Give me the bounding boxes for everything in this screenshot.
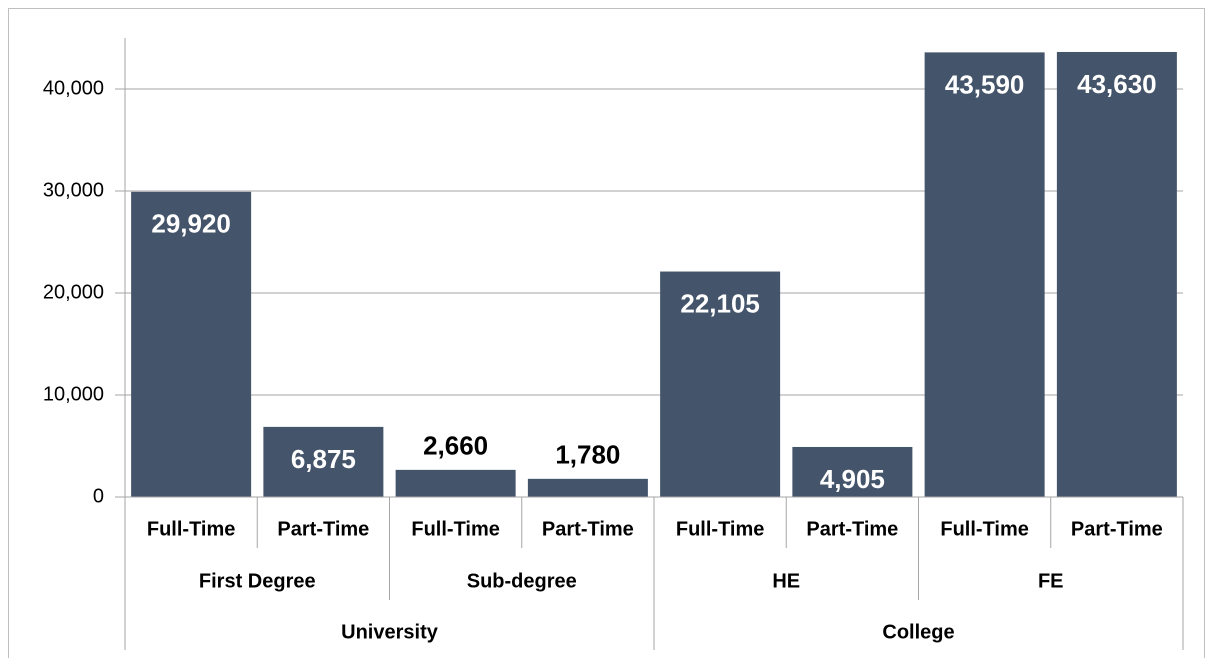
x-tick-label: Part-Time [277,518,369,540]
bar [395,469,516,497]
group-label: FE [1038,570,1064,592]
value-label: 1,780 [555,440,620,470]
y-tick-label: 10,000 [43,383,104,405]
y-tick-label: 40,000 [43,77,104,99]
value-label: 22,105 [680,288,760,318]
y-tick-label: 20,000 [43,281,104,303]
value-label: 6,875 [291,444,356,474]
group-label: First Degree [199,570,316,592]
value-label: 43,630 [1077,69,1157,99]
bar [263,426,384,497]
value-label: 43,590 [945,69,1025,99]
value-label: 2,660 [423,431,488,461]
bar [660,271,781,497]
bar [924,52,1045,498]
x-tick-label: Full-Time [940,518,1029,540]
group-label: HE [772,570,800,592]
x-tick-label: Full-Time [147,518,236,540]
group-label: University [341,621,439,643]
group-label: College [882,621,954,643]
y-tick-label: 0 [93,485,104,507]
x-tick-label: Part-Time [1071,518,1163,540]
x-tick-label: Part-Time [806,518,898,540]
y-tick-label: 30,000 [43,179,104,201]
x-tick-label: Part-Time [542,518,634,540]
x-tick-label: Full-Time [676,518,765,540]
bar [792,446,913,497]
x-tick-label: Full-Time [411,518,500,540]
frame [8,8,1205,658]
bar [1056,51,1177,497]
value-label: 4,905 [820,464,885,494]
value-label: 29,920 [151,209,231,239]
bar [131,191,252,498]
group-label: Sub-degree [467,570,577,592]
bar [527,478,648,497]
